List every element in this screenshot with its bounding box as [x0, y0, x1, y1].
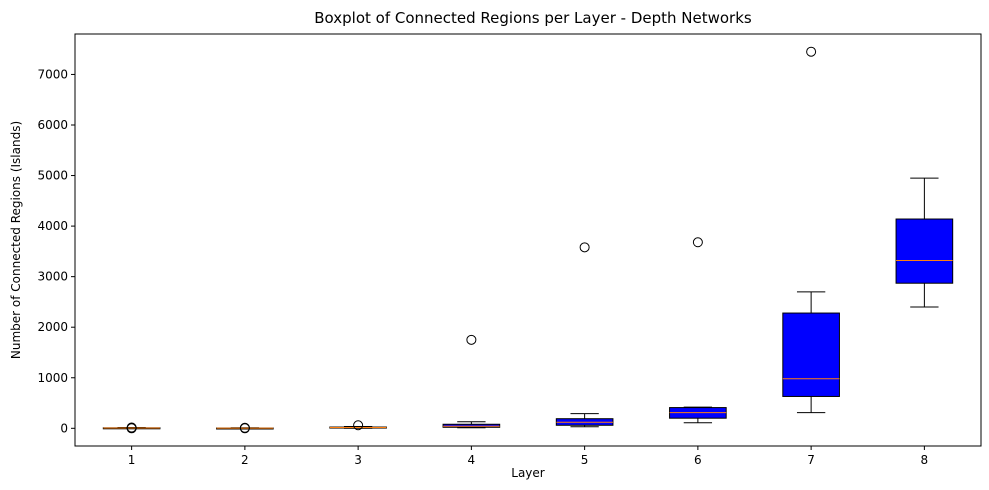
x-tick-label: 3 — [354, 453, 362, 467]
x-tick-label: 2 — [241, 453, 249, 467]
outlier-point — [806, 46, 817, 57]
box-layer-7 — [782, 46, 840, 414]
boxes-group — [102, 46, 954, 434]
y-axis-label: Number of Connected Regions (Islands) — [9, 121, 23, 359]
x-tick-label: 7 — [807, 453, 815, 467]
box-layer-1 — [102, 422, 161, 434]
y-tick-label: 0 — [60, 421, 68, 435]
x-tick-label: 6 — [694, 453, 702, 467]
iqr-box — [895, 218, 954, 284]
outlier-point — [692, 237, 703, 248]
box-layer-4 — [442, 334, 501, 429]
x-tick-label: 5 — [581, 453, 589, 467]
chart-title: Boxplot of Connected Regions per Layer -… — [314, 9, 752, 27]
outlier-point — [353, 420, 364, 431]
box-layer-5 — [555, 242, 614, 428]
y-tick-label: 3000 — [37, 270, 68, 284]
box-layer-6 — [669, 237, 727, 424]
y-tick-label: 1000 — [37, 371, 68, 385]
box-layer-2 — [216, 422, 274, 434]
outlier-point — [579, 242, 590, 253]
outlier-point — [126, 422, 137, 433]
y-tick-label: 6000 — [37, 118, 68, 132]
box-layer-8 — [895, 177, 954, 308]
y-axis: 0 1000 2000 3000 4000 5000 6000 7000 — [37, 67, 75, 435]
x-axis-label: Layer — [511, 466, 545, 480]
outlier-point — [239, 422, 250, 433]
outlier-point — [466, 334, 477, 345]
x-tick-label: 4 — [468, 453, 476, 467]
y-tick-label: 5000 — [37, 169, 68, 183]
x-tick-label: 8 — [921, 453, 929, 467]
plot-area — [74, 33, 982, 447]
plot-frame — [74, 33, 982, 447]
y-tick-label: 2000 — [37, 320, 68, 334]
x-axis: 1 2 3 4 5 6 7 8 — [128, 446, 928, 467]
x-tick-label: 1 — [128, 453, 136, 467]
iqr-box — [782, 312, 840, 397]
y-tick-label: 4000 — [37, 219, 68, 233]
box-layer-3 — [329, 420, 387, 431]
y-tick-label: 7000 — [37, 67, 68, 81]
iqr-box — [442, 423, 501, 428]
